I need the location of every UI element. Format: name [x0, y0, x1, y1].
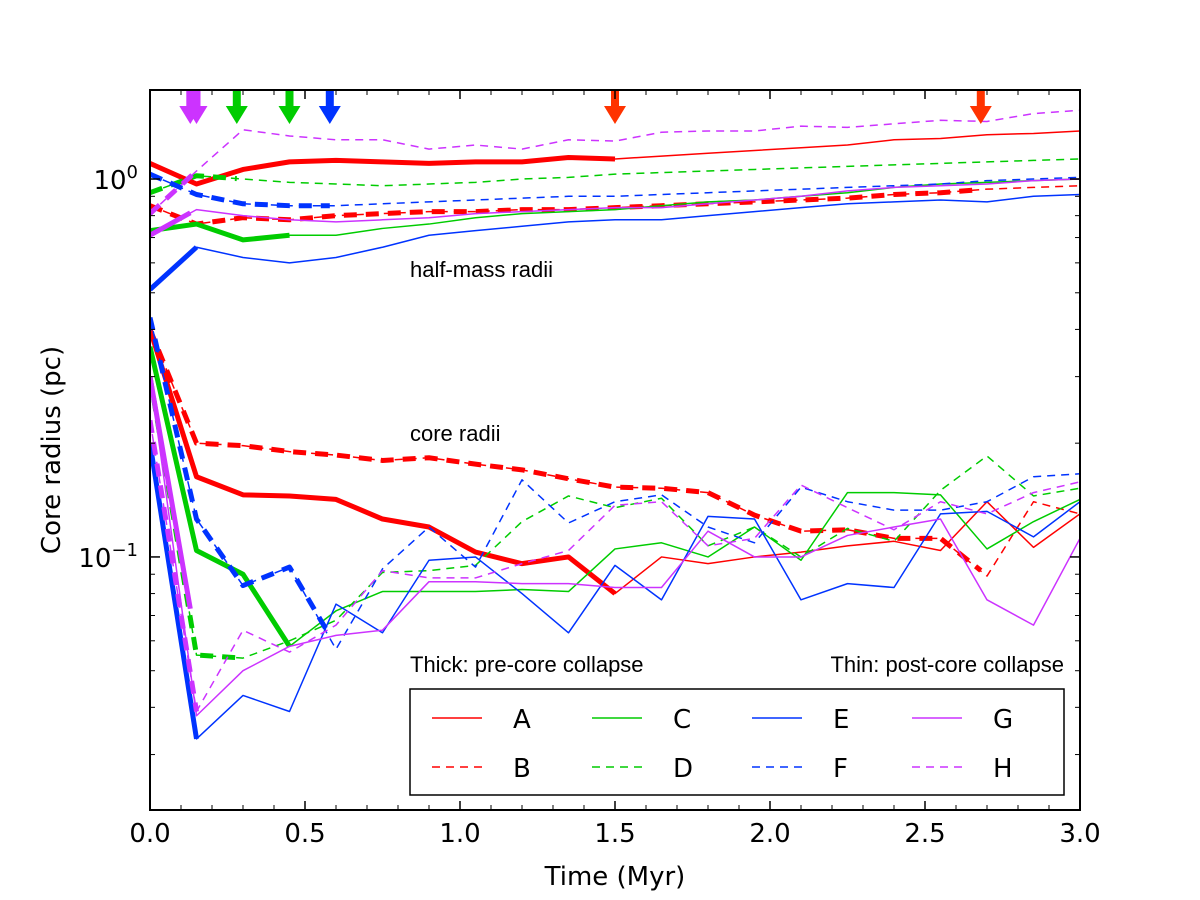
x-tick-label: 2.0 [749, 819, 790, 849]
series-e-core-thick [150, 442, 199, 740]
series-g-core-thin [150, 376, 1080, 717]
series-f-core-thin [150, 317, 1080, 650]
legend-label-h: H [993, 754, 1013, 784]
collapse-arrow-head [225, 106, 248, 124]
collapse-arrow-3 [225, 91, 248, 124]
thick-note: Thick: pre-core collapse [410, 652, 644, 677]
collapse-arrow-4 [278, 91, 301, 124]
x-tick-label: 0.0 [129, 819, 170, 849]
x-tick-label: 2.5 [904, 819, 945, 849]
collapse-arrow-shaft [285, 91, 294, 107]
legend-label-b: B [513, 754, 531, 784]
series-f-half-mass-thick [150, 171, 330, 209]
legend-frame [409, 688, 1065, 796]
x-tick-label: 1.0 [439, 819, 480, 849]
series-c-half-mass-thin [150, 178, 1080, 241]
collapse-arrow-head [185, 106, 208, 124]
series-a-core-thick [150, 328, 617, 596]
collapse-arrow-head [604, 106, 626, 124]
series-d-half-mass-thin [150, 158, 1080, 194]
series-g-core-thick [150, 376, 193, 610]
collapse-arrow-2 [185, 91, 208, 124]
series-h-core-thick [150, 419, 199, 712]
y-axis-label: Core radius (pc) [37, 346, 67, 554]
series-h-half-mass-thin [150, 109, 1080, 215]
legend-label-g: G [993, 705, 1013, 735]
core-radii-annotation: core radii [410, 421, 500, 446]
series-c-half-mass-thick [150, 221, 290, 243]
collapse-arrow-shaft [186, 91, 195, 107]
series-d-core-thin [150, 376, 1080, 659]
series-c-core-thick [150, 346, 292, 648]
legend-label-c: C [673, 705, 691, 735]
legend-label-d: D [673, 754, 693, 784]
legend-label-e: E [833, 705, 849, 735]
legend-label-a: A [513, 705, 531, 735]
series-layer [150, 109, 1080, 740]
thin-note: Thin: post-core collapse [830, 652, 1064, 677]
collapse-arrow-shaft [976, 91, 985, 107]
axes-layer: 0.0 0.5 1.0 1.5 2.0 2.5 3.0 100 10−1 [78, 89, 1101, 849]
x-axis-label: Time (Myr) [544, 862, 686, 892]
series-a-half-mass-thick [150, 155, 616, 187]
collapse-arrow-head [278, 106, 301, 124]
y-tick-label: 10−1 [78, 540, 138, 574]
y-tick-label: 100 [93, 162, 138, 196]
collapse-arrow-shaft [325, 91, 334, 107]
x-tick-label: 0.5 [284, 819, 325, 849]
collapse-arrow-5 [318, 91, 341, 124]
x-tick-label: 1.5 [594, 819, 635, 849]
series-e-core-thin [150, 443, 1080, 740]
collapse-arrow-head [969, 106, 992, 124]
series-e-half-mass-thin [150, 193, 1080, 291]
legend: A C E G B D F H [409, 688, 1065, 796]
series-g-half-mass-thick [150, 210, 192, 238]
collapse-arrow-head [318, 106, 341, 124]
collapse-arrow-shaft [232, 91, 241, 107]
series-d-half-mass-thick [150, 173, 237, 196]
collapse-arrow-shaft [192, 91, 201, 107]
series-e-half-mass-thick [150, 245, 199, 292]
collapse-arrow-7 [969, 91, 992, 124]
series-f-core-thick [150, 316, 332, 637]
series-h-half-mass-thick [150, 169, 199, 216]
legend-label-f: F [833, 754, 848, 784]
x-tick-label: 3.0 [1059, 819, 1100, 849]
half-mass-annotation: half-mass radii [410, 257, 553, 282]
series-g-half-mass-thin [150, 178, 1080, 236]
